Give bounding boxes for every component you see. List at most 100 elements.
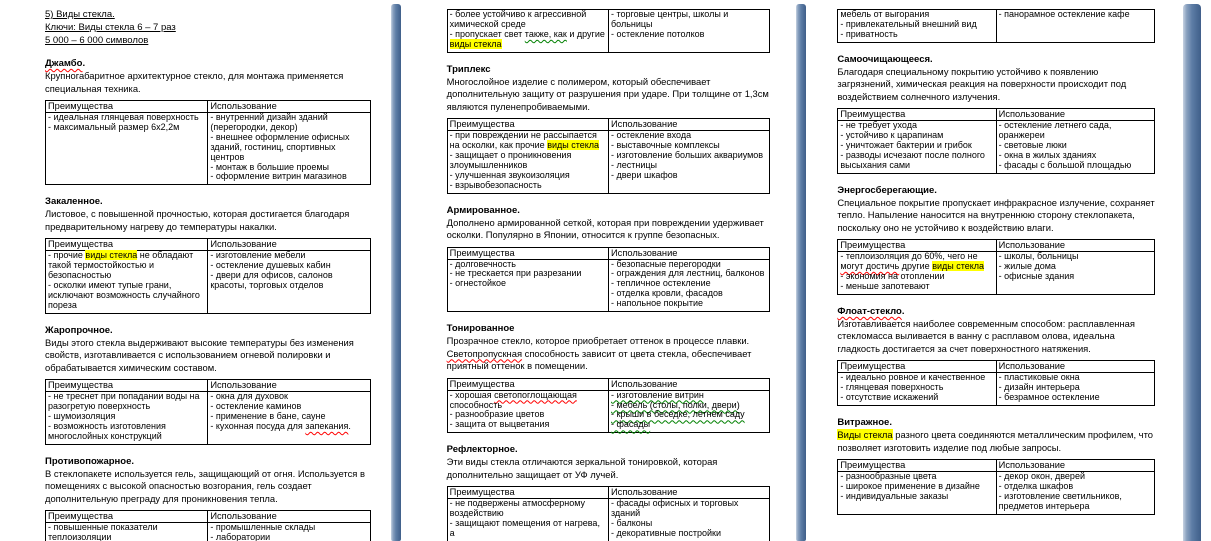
- section-heading: Витражное.: [837, 416, 1155, 429]
- text-run: Тонированное: [446, 323, 515, 335]
- advantages-usage-table: Преимущества Использование - теплоизоляция…: [837, 239, 1156, 295]
- text-run: - фасады с большой площадью: [998, 159, 1132, 170]
- table-item: - отделка шкафов: [998, 481, 1151, 492]
- misspelled-word: Джамбо: [45, 58, 83, 69]
- grammar-flagged-text: - изготовление витрин: [611, 389, 704, 400]
- text-run: - кухонная посуда для: [210, 421, 306, 431]
- text-run: - отделка шкафов: [998, 481, 1074, 491]
- col-header-advantages: Преимущества: [837, 108, 997, 122]
- table-header-row: Преимущества Использование: [44, 100, 371, 113]
- text-run: Противопожарное.: [45, 455, 135, 467]
- table-row: - не треснет при попадании воды на разог…: [44, 391, 371, 445]
- table-head: Преимущества Использование: [446, 246, 771, 260]
- text-run: - тепличное остекление: [611, 278, 711, 289]
- table-item: - внешнее оформление офисных зданий, гос…: [210, 132, 366, 163]
- table-header-row: Преимущества Использование: [837, 360, 1156, 374]
- highlighted-term: Виды стекла: [837, 429, 893, 441]
- text-run: - остекление летнего сада, оранжереи: [998, 120, 1112, 141]
- table-row: - идеальная глянцевая поверхность - макси…: [44, 111, 371, 186]
- text-run: - не подвержены атмосферному воздействию: [449, 498, 586, 519]
- col-header-advantages: Преимущества: [837, 360, 997, 374]
- text-run: Крупногабаритное архитектурное стекло, д…: [45, 70, 344, 94]
- text-run: - ограждения для лестниц, балконов: [611, 268, 765, 279]
- page-divider: [390, 4, 401, 541]
- text-run: - идеальная глянцевая поверхность: [48, 112, 199, 122]
- text-run: - офисные здания: [998, 271, 1075, 282]
- text-run: - декор окон, дверей: [998, 471, 1085, 482]
- table-item: - не треснет при попадании воды на разог…: [48, 391, 204, 412]
- text-run: Изготавливается наиболее современным спо…: [837, 317, 1135, 354]
- text-run: - хорошая: [449, 389, 495, 400]
- table-item: - устойчиво к царапинам: [840, 130, 992, 141]
- text-run: Многослойное изделие с полимером, которы…: [446, 75, 769, 112]
- cell-advantages: - не подвержены атмосферному воздействию…: [446, 498, 610, 541]
- table-item: - панорамное остекление кафе: [999, 9, 1151, 20]
- text-run: - теплоизоляция до 60%, чего не: [840, 251, 978, 262]
- table-item: - лестницы: [611, 159, 766, 171]
- table-item: - безопасные перегородки: [611, 259, 766, 270]
- cell-usage: - панорамное остекление кафе: [995, 9, 1156, 43]
- table-item: - привлекательный внешний вид: [840, 19, 992, 30]
- text-run: Витражное.: [837, 417, 892, 429]
- table-item: - остекление потолков: [611, 29, 766, 40]
- text-run: - отсутствие искажений: [840, 392, 939, 403]
- section-description: В стеклопакете используется гель, защища…: [45, 468, 371, 506]
- text-run: - двери шкафов: [611, 169, 678, 180]
- table-item: - торговые центры, школы и больницы: [611, 9, 766, 30]
- section-description: Крупногабаритное архитектурное стекло, д…: [45, 70, 371, 95]
- grammar-flagged-text: также, как: [524, 28, 567, 39]
- advantages-usage-table: Преимущества Использование - не подвержены…: [446, 486, 771, 541]
- table-header-row: Преимущества Использование: [44, 238, 371, 252]
- table-header-row: Преимущества Использование: [44, 379, 371, 393]
- text-run: - пропускает свет: [449, 28, 525, 39]
- text-run: - лестницы: [611, 159, 657, 170]
- text-run: другие: [899, 261, 933, 272]
- advantages-usage-table: Преимущества Использование - идеальная гля…: [44, 100, 371, 186]
- table-item: - балконы: [611, 518, 766, 529]
- right-margin-gutter: [1201, 0, 1211, 541]
- text-run: - применение в бане, сауне: [210, 411, 326, 422]
- text-run: - изготовление больших аквариумов: [611, 149, 764, 160]
- advantages-usage-table: Преимущества Использование - идеально ровн…: [837, 360, 1156, 407]
- cell-usage: - декор окон, дверей - отделка шкафов - из…: [995, 471, 1156, 515]
- section-description: Специальное покрытие пропускает инфракра…: [837, 197, 1155, 235]
- table-item: - улучшенная звукоизоляция: [450, 170, 605, 181]
- text-run: .: [82, 58, 86, 69]
- page-divider: [796, 4, 807, 541]
- table-head: Преимущества Использование: [837, 459, 1156, 473]
- table-item: - разнообразные цвета: [840, 471, 992, 482]
- text-run: В стеклопакете используется гель, защища…: [45, 467, 365, 504]
- text-run: - экономия на отоплении: [840, 271, 945, 282]
- col-header-advantages: Преимущества: [446, 118, 610, 132]
- cell-usage: - окна для духовок - остекление каминов - …: [207, 391, 371, 445]
- table-item: - пластиковые окна: [999, 372, 1151, 383]
- section-heading: Противопожарное.: [45, 455, 371, 468]
- table-header-row: Преимущества Использование: [446, 118, 771, 132]
- section-description: Листовое, с повышенной прочностью, котор…: [45, 208, 371, 233]
- cell-advantages: - долговечность - не трескается при разре…: [446, 258, 610, 313]
- table-item: - изготовление витрин: [611, 389, 766, 401]
- table-item: - школы, больницы: [999, 251, 1151, 262]
- text-run: Виды этого стекла выдерживают высокие те…: [45, 336, 354, 373]
- table-item: - отсутствие искажений: [840, 392, 992, 403]
- text-run: - уничтожает бактерии и грибок: [840, 140, 972, 151]
- advantages-usage-table: Преимущества Использование - при поврежден…: [446, 118, 771, 194]
- document-page-3: мебель от выгорания - привлекательный вне…: [806, 0, 1184, 541]
- table-item: - не трескается при разрезании: [450, 269, 605, 279]
- text-run: - выставочные комплексы: [611, 140, 720, 151]
- grammar-flagged-text: - мебель (столы, полки, двери): [611, 399, 740, 410]
- text-run: - окна в жилых зданиях: [998, 149, 1097, 160]
- section-description: Изготавливается наиболее современным спо…: [837, 318, 1155, 356]
- cell-advantages: - теплоизоляция до 60%, чего не могут до…: [837, 251, 997, 295]
- table-item: мебель от выгорания: [840, 9, 992, 20]
- section-heading: Флоат-стекло.: [837, 305, 1155, 318]
- table-item: - максимальный размер 6х2,2м: [48, 122, 204, 133]
- table-head: Преимущества Использование: [837, 239, 1156, 253]
- text-run: - повышенные показатели теплоизоляции: [48, 522, 158, 541]
- table-header-row: Преимущества Использование: [837, 459, 1156, 473]
- table-item: - дизайн интерьера: [999, 382, 1151, 393]
- table-item: - более устойчиво к агрессивной химическ…: [450, 9, 605, 30]
- table-item: - применение в бане, сауне: [210, 411, 366, 422]
- table-row: - не подвержены атмосферному воздействию…: [446, 498, 771, 541]
